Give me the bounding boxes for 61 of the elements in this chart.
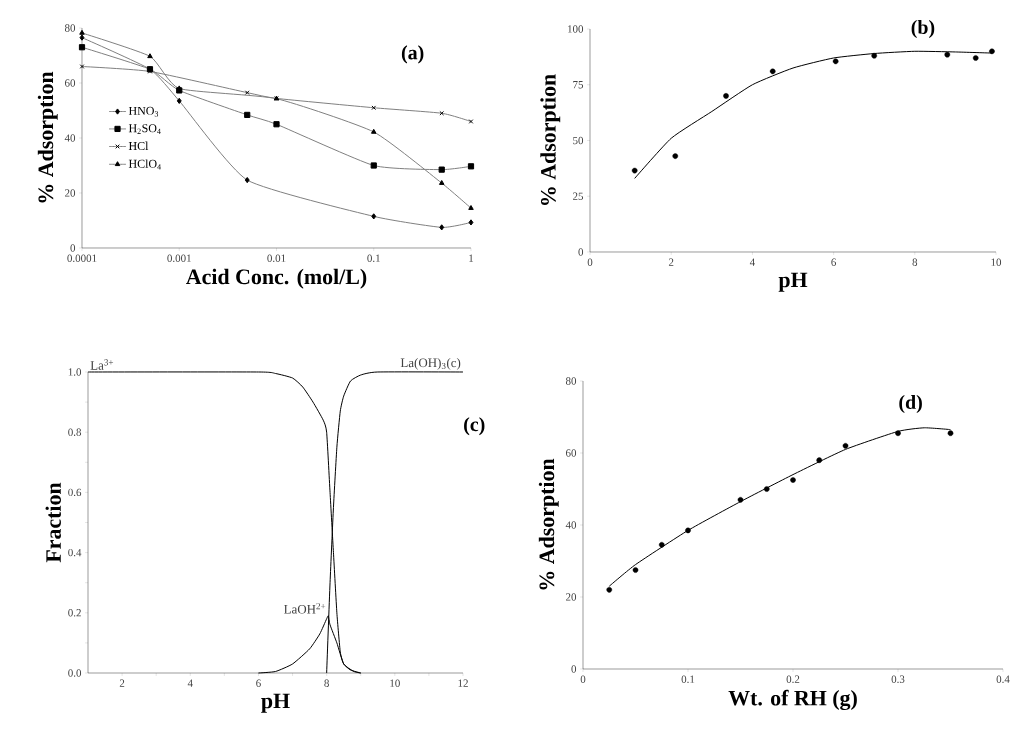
y-tick-label: 40 — [565, 521, 577, 529]
y-tick-label: 100 — [568, 25, 584, 33]
x-tick-label: 0.001 — [167, 254, 191, 262]
legend-label: H$_{2}$SO$_{4}$ — [128, 124, 161, 134]
y-tick-label: 0 — [70, 244, 76, 252]
y-tick-label: 25 — [573, 192, 584, 200]
y-tick-label: 0.6 — [68, 488, 82, 497]
x-tick-label: 0.1 — [367, 254, 380, 262]
y-axis-title: % Adsorption — [540, 74, 561, 205]
x-tick-label: 0.01 — [267, 254, 286, 262]
y-tick-label: 20 — [566, 593, 577, 601]
x-axis-title: pH — [261, 693, 290, 713]
x-tick-label: 0.2 — [786, 675, 800, 683]
y-tick-label: 0.0 — [68, 669, 82, 677]
legend-label: HNO$_{3}$ — [128, 106, 159, 117]
x-tick-label: 0.1 — [681, 675, 695, 683]
series-label: La$^{3+}$ — [90, 359, 114, 370]
series-label: La(OH)$_{3}$(c) — [400, 358, 461, 370]
text: (c) — [464, 417, 485, 436]
y-tick-label: 80 — [565, 377, 577, 385]
x-tick-label: 0 — [587, 258, 593, 266]
x-tick-label: 10 — [991, 258, 1002, 266]
y-tick-label: 0.4 — [68, 548, 82, 557]
x-axis-title: pH — [778, 272, 808, 292]
x-tick-label: 12 — [458, 679, 468, 687]
x-tick-label: 6 — [831, 258, 837, 266]
y-tick-label: 0 — [578, 248, 584, 256]
y-axis-title: % Adsorption — [538, 458, 559, 590]
y-tick-label: 50 — [573, 136, 584, 145]
legend-label: HCl — [128, 141, 149, 151]
x-tick-label: 0.4 — [996, 675, 1010, 683]
x-tick-label: 4 — [749, 258, 755, 266]
x-tick-label: 4 — [187, 679, 193, 687]
series-label: LaOH$^{2+}$ — [284, 603, 326, 614]
y-tick-label: 20 — [65, 189, 76, 197]
x-tick-label: 8 — [912, 258, 918, 266]
y-tick-label: 1.0 — [68, 368, 82, 376]
x-tick-label: 6 — [256, 679, 261, 687]
legend-label: HClO$_{4}$ — [128, 159, 161, 170]
y-tick-label: 60 — [65, 79, 76, 87]
x-tick-label: 2 — [119, 679, 125, 687]
annotation: (a) — [401, 45, 424, 64]
annotation: (b) — [911, 19, 935, 39]
y-tick-label: 0.2 — [68, 609, 81, 617]
y-tick-label: 60 — [566, 449, 577, 457]
y-tick-label: 40 — [64, 134, 76, 142]
x-tick-label: 1 — [469, 254, 474, 262]
y-axis-title: % Adsorption — [37, 71, 58, 203]
x-tick-label: 10 — [390, 679, 400, 687]
y-tick-label: 75 — [573, 81, 584, 89]
x-tick-label: 2 — [668, 258, 674, 266]
y-tick-label: 80 — [64, 24, 76, 32]
x-axis-title: Wt. of RH (g) — [728, 689, 857, 711]
y-axis-title: Fraction — [45, 482, 61, 563]
annotation: (d) — [899, 395, 922, 414]
y-tick-label: 0.8 — [68, 428, 82, 436]
x-tick-label: 0.0001 — [67, 254, 97, 262]
y-tick-label: 0 — [571, 665, 577, 673]
x-tick-label: 0.3 — [891, 675, 905, 683]
x-tick-label: 8 — [324, 679, 329, 687]
x-axis-title: Acid Conc. (mol/L) — [186, 268, 367, 289]
